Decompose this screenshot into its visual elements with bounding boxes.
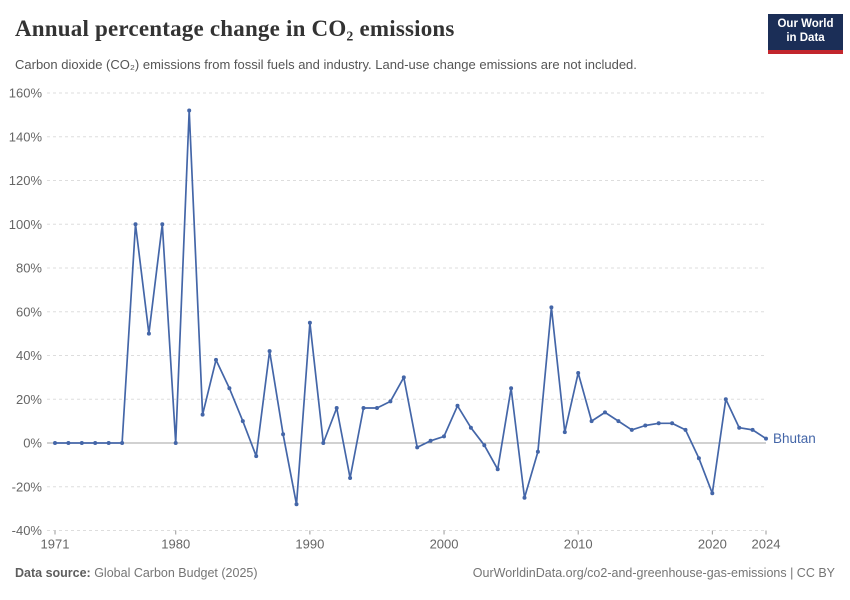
data-source-label: Data source:: [15, 566, 91, 580]
data-point: [146, 331, 151, 336]
data-point: [79, 441, 84, 445]
data-point: [723, 397, 728, 402]
y-axis-tick-label: 20%: [16, 392, 42, 407]
data-point: [133, 222, 138, 227]
data-point: [535, 449, 540, 454]
data-point: [428, 438, 433, 443]
page-title: Annual percentage change in CO₂ emission…: [15, 16, 455, 41]
x-axis-tick-label: 1980: [161, 537, 190, 552]
data-point: [683, 427, 688, 432]
data-point: [187, 108, 192, 113]
x-axis-tick-label: 2024: [752, 537, 781, 552]
data-point: [455, 403, 460, 408]
data-point: [482, 443, 487, 448]
y-axis-tick-label: 120%: [9, 173, 43, 188]
chart-footer: Data source: Global Carbon Budget (2025)…: [0, 566, 850, 580]
data-line: [54, 109, 767, 506]
data-point: [442, 434, 446, 439]
y-axis-tick-label: 0%: [23, 436, 42, 451]
owid-logo[interactable]: Our World in Data: [768, 14, 843, 54]
data-point: [321, 441, 326, 445]
data-point: [53, 441, 57, 445]
data-point: [656, 421, 661, 426]
data-point: [361, 406, 366, 410]
x-axis-tick-label: 2020: [698, 537, 727, 552]
data-point: [240, 419, 245, 424]
data-point: [670, 421, 675, 426]
data-point: [254, 454, 259, 459]
chart-subtitle: Carbon dioxide (CO₂) emissions from foss…: [15, 57, 637, 72]
x-axis-tick-label: 1990: [295, 537, 324, 552]
x-axis-tick-label: 2000: [430, 537, 459, 552]
data-point: [388, 399, 393, 404]
data-point: [66, 441, 71, 445]
data-point: [200, 412, 205, 417]
data-point: [562, 430, 567, 435]
data-point: [294, 502, 299, 507]
data-point: [696, 456, 701, 461]
data-point: [120, 441, 125, 445]
y-axis-tick-label: -40%: [12, 523, 43, 538]
data-point: [214, 357, 218, 362]
data-point: [334, 406, 339, 410]
y-axis-tick-label: -20%: [12, 479, 43, 494]
data-point: [468, 425, 473, 430]
data-point: [509, 386, 514, 391]
data-source-value: Global Carbon Budget (2025): [90, 566, 258, 580]
owid-logo-line2: in Data: [786, 32, 825, 44]
data-point: [750, 427, 755, 432]
data-point: [495, 467, 500, 472]
data-point: [764, 436, 768, 441]
data-point: [281, 432, 286, 437]
x-axis-tick-label: 2010: [564, 537, 593, 552]
data-point: [643, 423, 648, 428]
data-point: [589, 419, 594, 424]
y-axis-tick-label: 60%: [16, 304, 42, 319]
data-point: [93, 441, 98, 445]
y-axis-tick-label: 160%: [9, 86, 43, 101]
y-axis-tick-label: 80%: [16, 261, 42, 276]
data-point: [710, 491, 715, 496]
y-axis-tick-label: 40%: [16, 348, 42, 363]
y-axis-tick-label: 100%: [9, 217, 43, 232]
data-point: [576, 371, 581, 375]
data-point: [375, 406, 379, 410]
data-point: [522, 495, 527, 500]
data-point: [160, 222, 165, 227]
data-source: Data source: Global Carbon Budget (2025): [15, 566, 258, 580]
line-chart: -40% -20% 0% 20% 40% 60% 80% 100% 120% 140% 160% 19…: [9, 86, 816, 552]
owid-logo-line1: Our World: [777, 18, 834, 30]
data-point: [629, 427, 634, 432]
data-point: [227, 386, 232, 391]
data-point: [267, 349, 272, 354]
data-point: [307, 320, 312, 325]
data-point: [401, 375, 406, 380]
data-point: [106, 441, 111, 445]
x-axis-tick-label: 1971: [41, 537, 70, 552]
data-point: [173, 441, 178, 445]
series-end-label: Bhutan: [773, 431, 816, 446]
data-point: [415, 445, 420, 450]
y-axis-tick-label: 140%: [9, 129, 43, 144]
data-point: [737, 425, 742, 430]
data-point: [348, 476, 353, 480]
data-point: [616, 419, 621, 424]
data-point: [549, 305, 554, 310]
license-link[interactable]: OurWorldinData.org/co2-and-greenhouse-ga…: [472, 566, 835, 580]
data-point: [603, 410, 607, 415]
